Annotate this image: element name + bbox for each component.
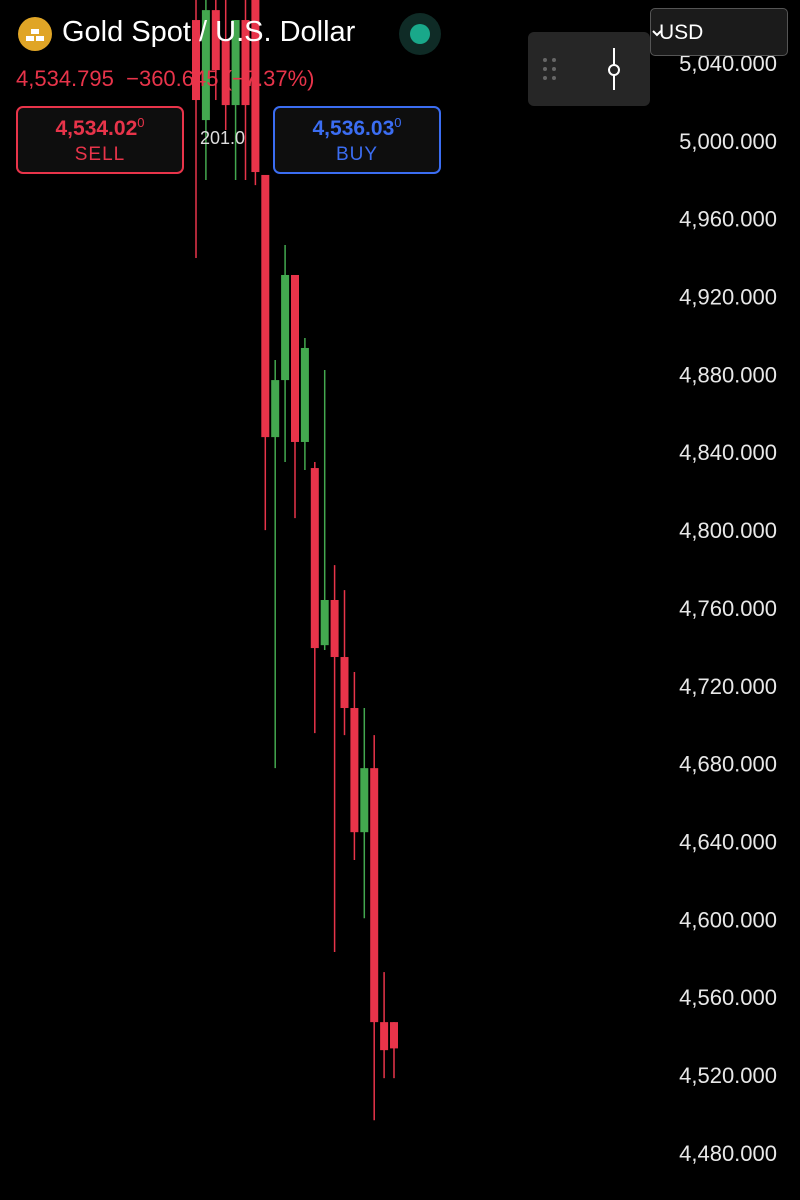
dropdown-arrow xyxy=(652,30,662,37)
spread: 201.0 xyxy=(200,128,246,148)
y-tick-label: 4,480.000 xyxy=(679,1141,777,1166)
y-tick-label: 5,000.000 xyxy=(679,129,777,154)
y-tick-label: 4,640.000 xyxy=(679,829,777,854)
candle-body xyxy=(192,20,200,101)
candle-body xyxy=(350,708,359,833)
candle-body xyxy=(231,20,240,106)
candle-body xyxy=(201,10,210,121)
gold-logo xyxy=(18,17,52,51)
candle-body xyxy=(320,600,329,646)
candle-body xyxy=(221,40,230,106)
price-line: 4,534.795 −360.645 (−7.37%) xyxy=(16,66,315,92)
market-status xyxy=(399,13,441,55)
candle-body xyxy=(241,20,250,106)
currency-select[interactable]: USD xyxy=(650,8,788,56)
chart-toolbar[interactable] xyxy=(528,32,650,106)
price-change: −360.645 xyxy=(126,66,219,91)
y-tick-label: 4,760.000 xyxy=(679,596,777,621)
candle-body xyxy=(310,468,319,649)
y-tick-label: 4,520.000 xyxy=(679,1063,777,1088)
currency: USD xyxy=(659,21,704,44)
candle-body xyxy=(281,274,290,381)
y-tick-label: 4,880.000 xyxy=(679,362,777,387)
candle-body xyxy=(251,0,260,173)
candle-body xyxy=(370,768,379,1023)
y-tick-label: 4,560.000 xyxy=(679,985,777,1010)
candle-body xyxy=(211,10,220,71)
candle-body xyxy=(300,347,309,442)
candle-body xyxy=(340,657,349,709)
y-tick-label: 4,800.000 xyxy=(679,518,777,543)
buy-price: 4,536.03 xyxy=(312,117,395,140)
y-tick-label: 4,600.000 xyxy=(679,907,777,932)
candle-body xyxy=(380,1022,389,1051)
toolbar-icons xyxy=(543,48,620,90)
candle-body xyxy=(291,274,299,442)
buy-label: BUY xyxy=(335,144,379,165)
buy-price-wrap: 4,536.030 xyxy=(275,115,439,141)
sell-pip: 0 xyxy=(137,115,145,130)
y-tick-label: 4,920.000 xyxy=(679,285,777,310)
last-price: 4,534.795 xyxy=(16,66,114,91)
y-tick-label: 4,720.000 xyxy=(679,674,777,699)
price-change-percent: (−7.37%) xyxy=(224,66,315,91)
sell-price-wrap: 4,534.020 xyxy=(18,115,182,141)
buy-button[interactable]: 4,536.030 BUY xyxy=(273,106,441,174)
candle-body xyxy=(330,600,339,658)
candle-body xyxy=(390,1022,398,1049)
buy-pip: 0 xyxy=(394,115,402,130)
candle-body xyxy=(271,380,280,438)
candle-body xyxy=(261,174,270,438)
sell-button[interactable]: 4,534.020 SELL xyxy=(16,106,184,174)
candle-body xyxy=(360,768,369,833)
sell-price: 4,534.02 xyxy=(55,117,138,140)
instrument-title: Gold Spot / U.S. Dollar xyxy=(62,16,356,48)
y-tick-label: 4,680.000 xyxy=(679,752,777,777)
y-tick-label: 4,960.000 xyxy=(679,207,777,232)
y-tick-label: 4,840.000 xyxy=(679,440,777,465)
sell-label: SELL xyxy=(74,144,126,165)
